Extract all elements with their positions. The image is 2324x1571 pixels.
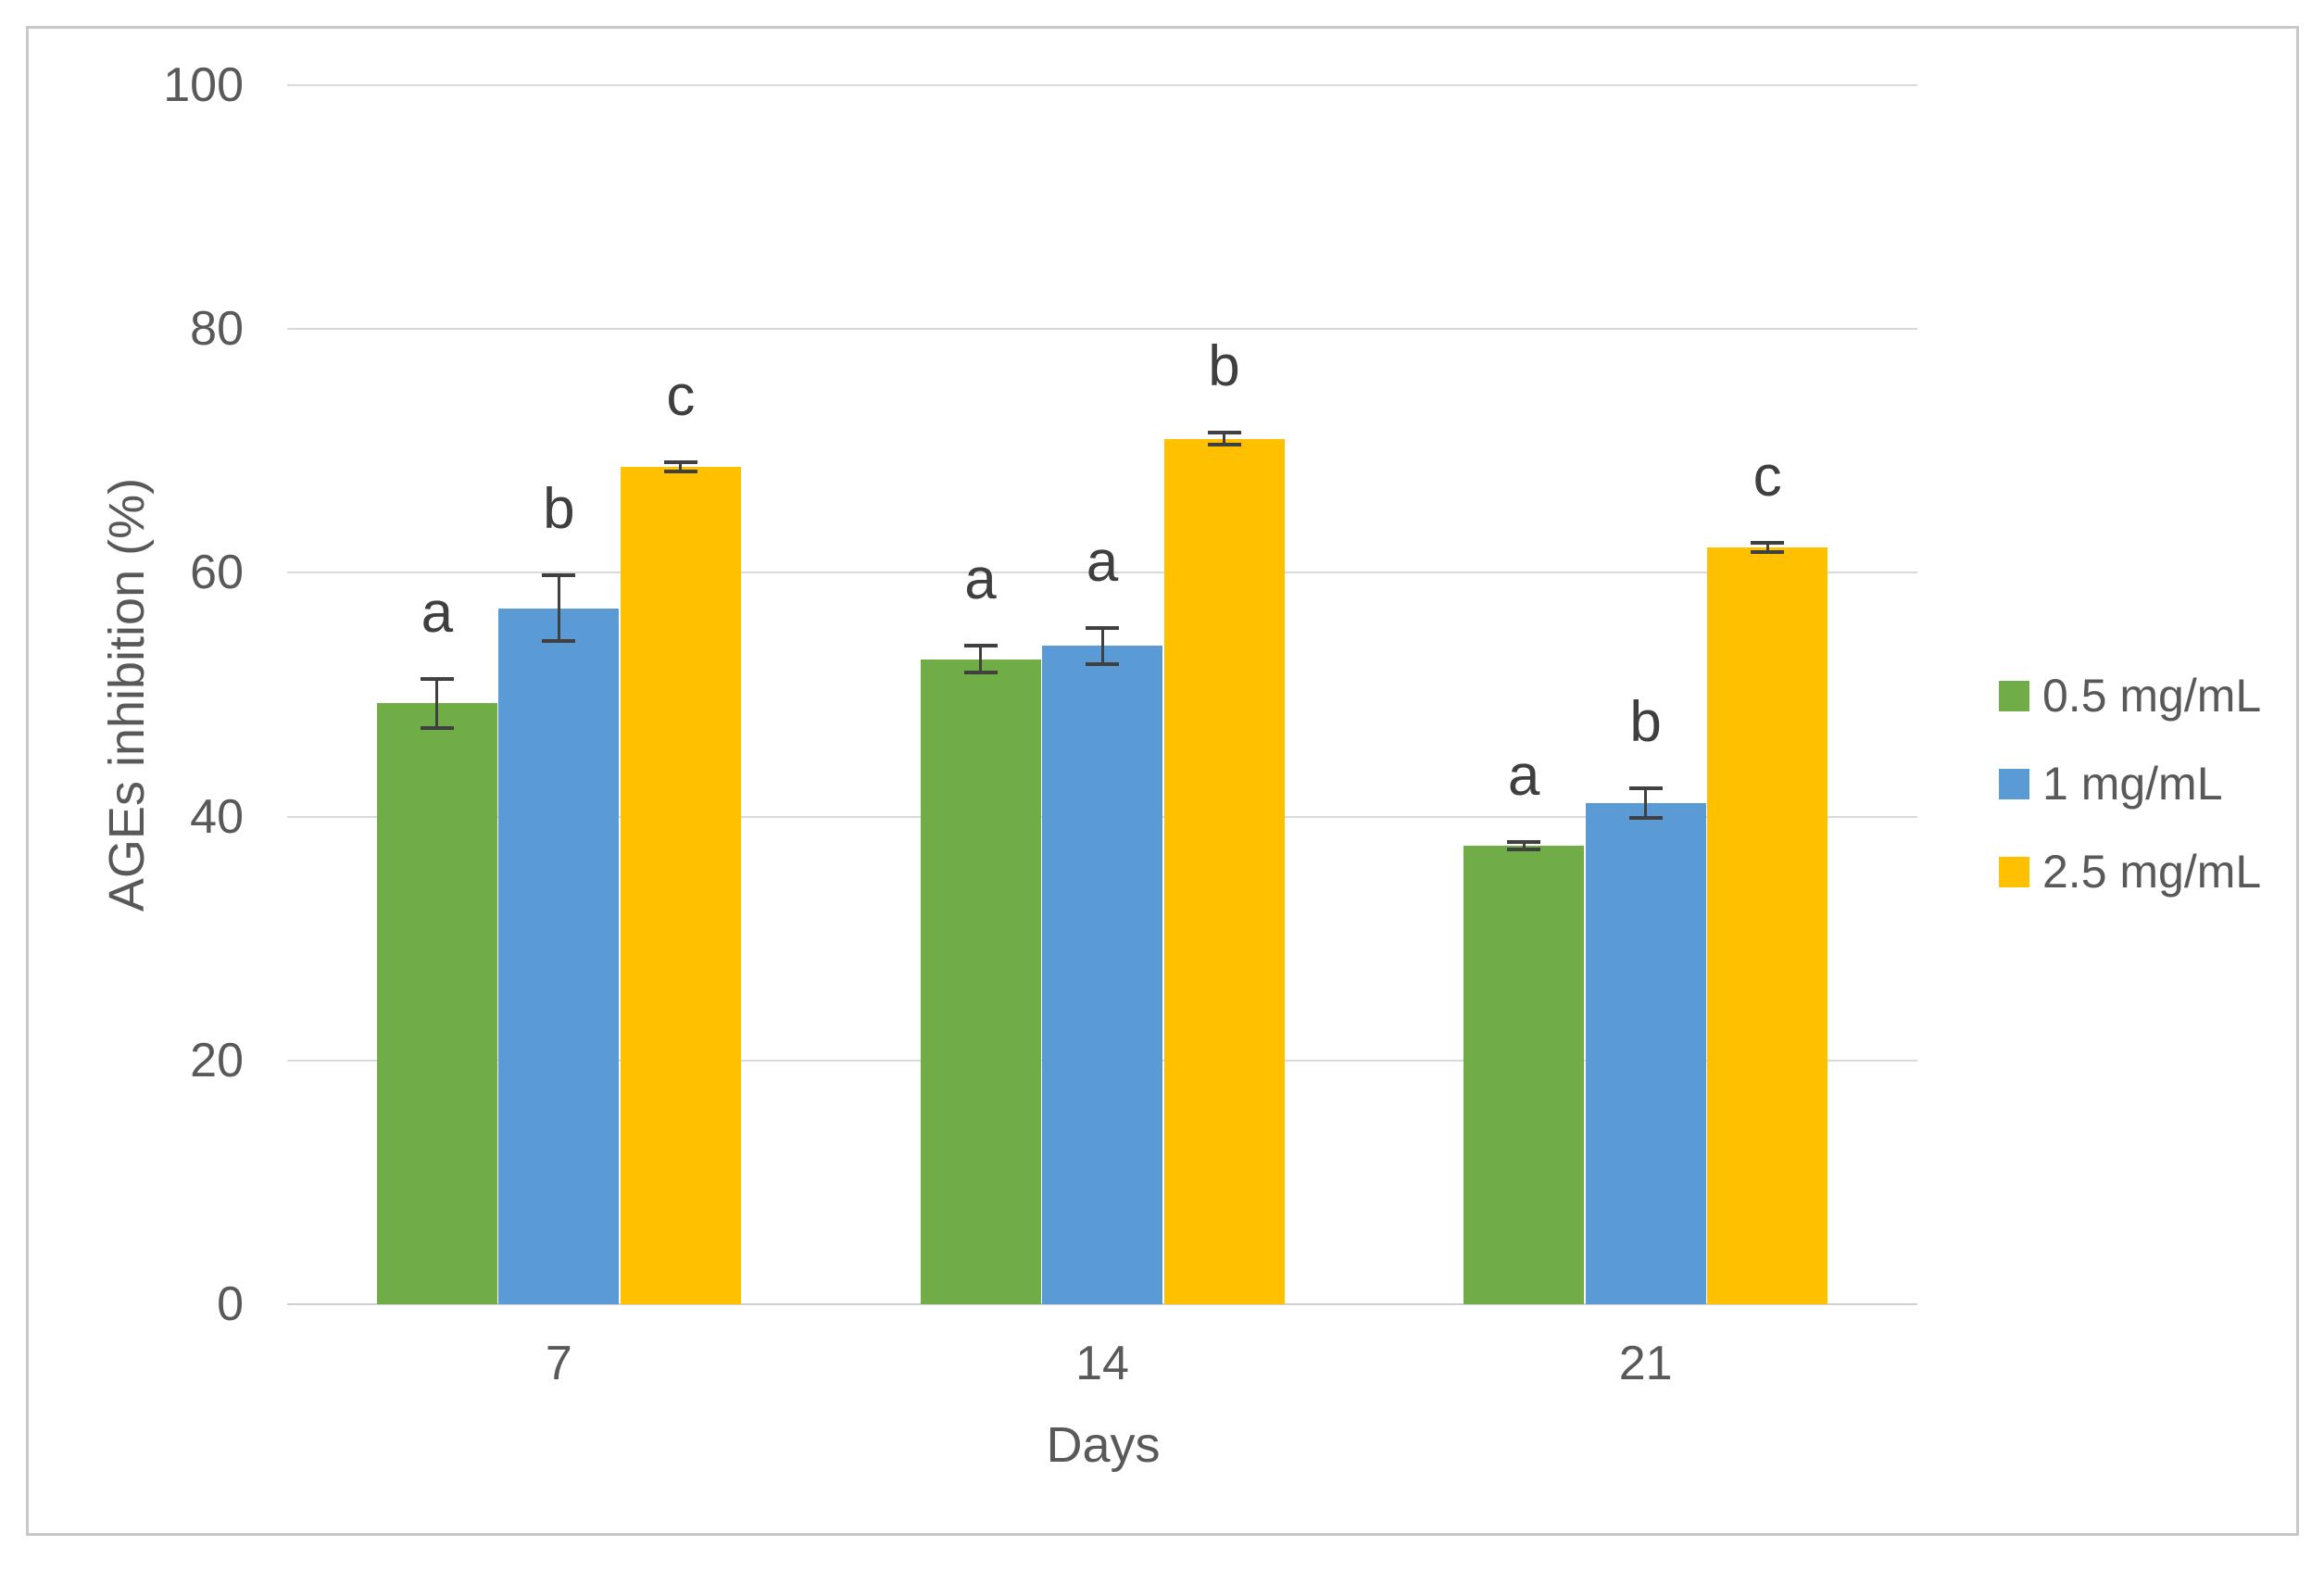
error-bar-cap-top (1751, 540, 1785, 545)
y-tick-label: 80 (190, 302, 244, 357)
bar-2.5mgmL-day14 (1163, 438, 1285, 1304)
error-bar (435, 678, 439, 728)
gridline-y-60 (287, 572, 1917, 574)
x-tick-label-7: 7 (545, 1337, 572, 1390)
y-tick-label: 60 (190, 546, 244, 600)
error-bar-cap-top (1207, 431, 1241, 435)
y-tick-label: 100 (163, 58, 244, 112)
significance-letter: b (543, 477, 575, 542)
legend-item-0.5mgmL: 0.5 mg/mL (1999, 666, 2261, 725)
error-bar-cap-bottom (663, 470, 697, 474)
legend-label: 1 mg/mL (2042, 758, 2223, 810)
bar-1mgmL-day7 (498, 608, 620, 1304)
error-bar-cap-top (1086, 625, 1119, 630)
bar-0.5mgmL-day7 (376, 703, 497, 1304)
legend-item-2.5mgmL: 2.5 mg/mL (1999, 842, 2261, 901)
bar-2.5mgmL-day21 (1707, 547, 1828, 1304)
significance-letter: a (964, 547, 997, 612)
bar-0.5mgmL-day21 (1463, 846, 1585, 1304)
bar-1mgmL-day21 (1585, 803, 1706, 1304)
error-bar-cap-bottom (1751, 550, 1785, 555)
error-bar (1223, 433, 1225, 446)
bar-0.5mgmL-day14 (920, 659, 1041, 1304)
error-bar (1100, 627, 1104, 665)
gridline-y-80 (287, 328, 1917, 331)
error-bar-cap-top (663, 459, 697, 464)
bar-2.5mgmL-day7 (620, 466, 741, 1304)
significance-letter: b (1629, 690, 1662, 755)
error-bar-cap-top (963, 644, 998, 648)
error-bar-cap-bottom (1507, 848, 1541, 852)
significance-letter: c (666, 363, 696, 428)
error-bar-cap-top (1507, 840, 1541, 845)
error-bar (1644, 788, 1648, 818)
error-bar-cap-top (420, 676, 454, 681)
y-tick-label: 40 (190, 789, 244, 844)
x-tick-label-21: 21 (1618, 1337, 1673, 1390)
legend-item-1mgmL: 1 mg/mL (1999, 754, 2223, 813)
gridline-y-100 (287, 84, 1917, 86)
y-tick-label: 0 (217, 1277, 244, 1331)
legend-swatch-icon (1999, 768, 2029, 799)
legend-swatch-icon (1999, 680, 2029, 711)
legend-swatch-icon (1999, 856, 2029, 887)
error-bar-cap-bottom (963, 671, 998, 675)
error-bar (679, 461, 683, 472)
significance-letter: c (1752, 444, 1782, 509)
error-bar-cap-bottom (1086, 662, 1119, 667)
significance-letter: a (421, 580, 454, 645)
x-axis-title: Days (1046, 1417, 1161, 1473)
y-tick-label: 20 (190, 1033, 244, 1087)
plot-area: a b c a a b a b c (287, 84, 1917, 1305)
error-bar-cap-bottom (542, 639, 576, 644)
significance-letter: a (1086, 529, 1119, 594)
error-bar-cap-top (1628, 786, 1663, 791)
gridline-y-0 (287, 1303, 1917, 1305)
error-bar (557, 575, 560, 642)
error-bar (1522, 842, 1526, 850)
bar-1mgmL-day14 (1042, 646, 1162, 1304)
significance-letter: a (1507, 744, 1540, 809)
error-bar-cap-top (542, 573, 576, 578)
error-bar-cap-bottom (420, 725, 454, 730)
legend-label: 0.5 mg/mL (2042, 670, 2262, 722)
error-bar-cap-bottom (1207, 443, 1241, 447)
legend-label: 2.5 mg/mL (2042, 846, 2262, 898)
y-axis-title: AGEs inhibition (%) (99, 477, 155, 912)
error-bar-cap-bottom (1628, 815, 1663, 820)
error-bar (1765, 542, 1769, 553)
significance-letter: b (1208, 334, 1240, 399)
error-bar (979, 646, 982, 673)
x-tick-label-14: 14 (1075, 1337, 1129, 1390)
